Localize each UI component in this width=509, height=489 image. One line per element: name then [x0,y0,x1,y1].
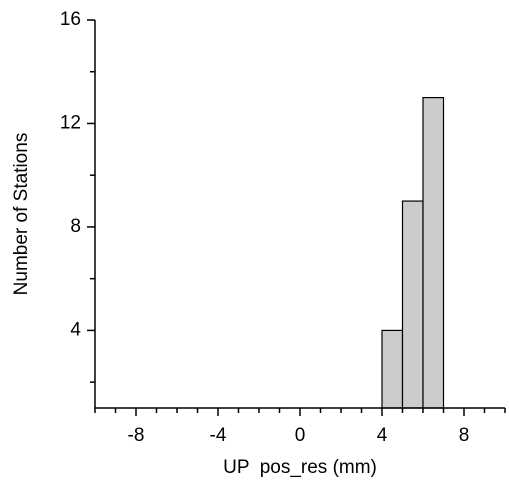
x-tick-label: -4 [210,425,227,446]
y-tick-label: 12 [60,112,81,133]
y-tick-label: 16 [60,9,81,30]
y-tick-label: 8 [70,216,81,237]
y-axis-label: Number of Stations [11,133,32,296]
bar [401,200,424,409]
x-tick-label: 8 [459,425,470,446]
x-tick-label: 0 [295,425,306,446]
y-tick-label: 4 [70,319,81,340]
x-tick-label: 4 [377,425,388,446]
bar [422,96,445,409]
x-axis-label: UP pos_res (mm) [223,457,377,478]
bar [381,329,404,409]
x-tick-label: -8 [128,425,145,446]
